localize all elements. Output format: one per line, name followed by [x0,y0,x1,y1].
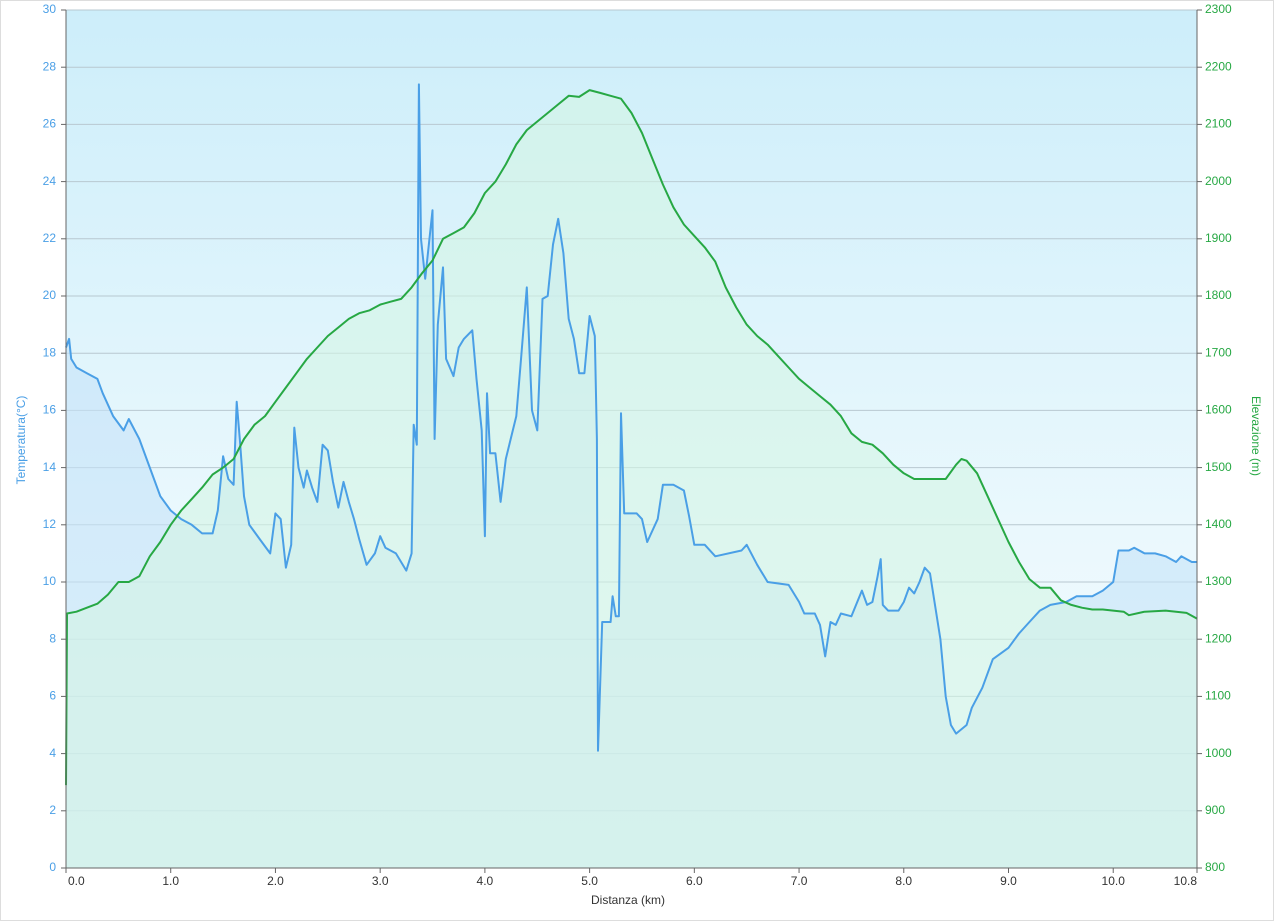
y-tick-label: 20 [43,288,57,302]
y2-tick-label: 900 [1205,803,1225,817]
x-tick-label: 2.0 [267,874,284,888]
y2-tick-label: 2300 [1205,2,1232,16]
y2-tick-label: 1800 [1205,288,1232,302]
x-tick-label: 4.0 [477,874,494,888]
y-tick-label: 16 [43,403,57,417]
y-tick-label: 12 [43,517,57,531]
series-line [65,89,1198,786]
y2-tick-label: 1600 [1205,403,1232,417]
x-tick-label: 10.8 [1174,874,1198,888]
series-area [66,90,1197,869]
y2-tick-label: 800 [1205,860,1225,874]
y-tick-label: 30 [43,2,57,16]
x-tick-label: 1.0 [162,874,179,888]
x-tick-label: 0.0 [68,874,85,888]
x-tick-label: 3.0 [372,874,389,888]
y2-tick-label: 1300 [1205,574,1232,588]
x-axis-label: Distanza (km) [591,893,665,907]
y2-tick-label: 2100 [1205,117,1232,131]
x-tick-label: 7.0 [791,874,808,888]
x-tick-label: 5.0 [581,874,598,888]
series-line [65,83,1197,752]
y-axis-label: Temperatura(°C) [14,396,28,485]
x-tick-label: 10.0 [1102,874,1126,888]
y-tick-label: 18 [43,345,57,359]
y2-tick-label: 1400 [1205,517,1232,531]
y2-tick-label: 1700 [1205,345,1232,359]
y-tick-label: 28 [43,59,57,73]
y2-tick-label: 2000 [1205,174,1232,188]
y2-tick-label: 1900 [1205,231,1232,245]
y2-tick-label: 1000 [1205,746,1232,760]
y2-tick-label: 1100 [1205,689,1231,703]
y-tick-label: 22 [43,231,57,245]
y-tick-label: 4 [49,746,56,760]
y2-axis-label: Elevazione (m) [1249,396,1263,476]
x-tick-label: 9.0 [1000,874,1017,888]
x-tick-label: 8.0 [895,874,912,888]
y2-tick-label: 1500 [1205,460,1232,474]
x-tick-label: 6.0 [686,874,703,888]
y-tick-label: 26 [43,117,57,131]
y-tick-label: 24 [43,174,57,188]
y-tick-label: 6 [49,689,56,703]
y-tick-label: 8 [49,631,56,645]
y-tick-label: 0 [49,860,56,874]
y-tick-label: 10 [43,574,57,588]
y-tick-label: 14 [43,460,57,474]
y2-tick-label: 1200 [1205,631,1232,645]
y2-tick-label: 2200 [1205,59,1232,73]
y-tick-label: 2 [49,803,56,817]
